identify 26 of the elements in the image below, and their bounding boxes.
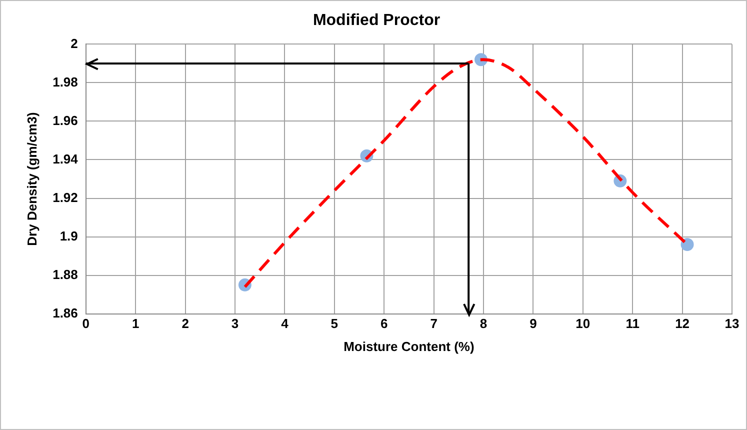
y-tick-label: 1.98 — [52, 74, 78, 90]
x-tick-label: 7 — [430, 316, 438, 332]
y-tick-label: 1.86 — [52, 305, 78, 320]
y-tick-label: 1.88 — [52, 266, 78, 282]
x-tick-label: 4 — [281, 316, 290, 332]
x-tick-label: 0 — [82, 316, 90, 332]
x-tick-label: 10 — [576, 316, 590, 332]
x-tick-label: 13 — [724, 316, 740, 332]
x-tick-label: 8 — [480, 316, 488, 332]
y-tick-label: 1.92 — [52, 190, 78, 205]
point — [680, 238, 694, 251]
y-tick-label: 1.94 — [52, 151, 79, 166]
x-tick-label: 3 — [231, 316, 239, 332]
x-tick-label: 5 — [330, 316, 338, 332]
x-tick-label: 1 — [132, 316, 140, 332]
y-tick-label: 1.9 — [60, 228, 78, 244]
y-tick-label: 2 — [70, 36, 78, 51]
x-axis-title: Moisture Content (%) — [344, 338, 474, 354]
y-tick-label: 1.96 — [52, 112, 78, 128]
y-axis-title: Dry Density (gm/cm3) — [24, 112, 40, 246]
x-tick-label: 11 — [626, 316, 640, 332]
x-tick-label: 2 — [182, 316, 189, 332]
chart-title: Modified Proctor — [312, 12, 440, 30]
x-tick-label: 9 — [530, 316, 537, 332]
x-tick-label: 12 — [675, 316, 690, 332]
x-tick-label: 6 — [380, 316, 388, 332]
